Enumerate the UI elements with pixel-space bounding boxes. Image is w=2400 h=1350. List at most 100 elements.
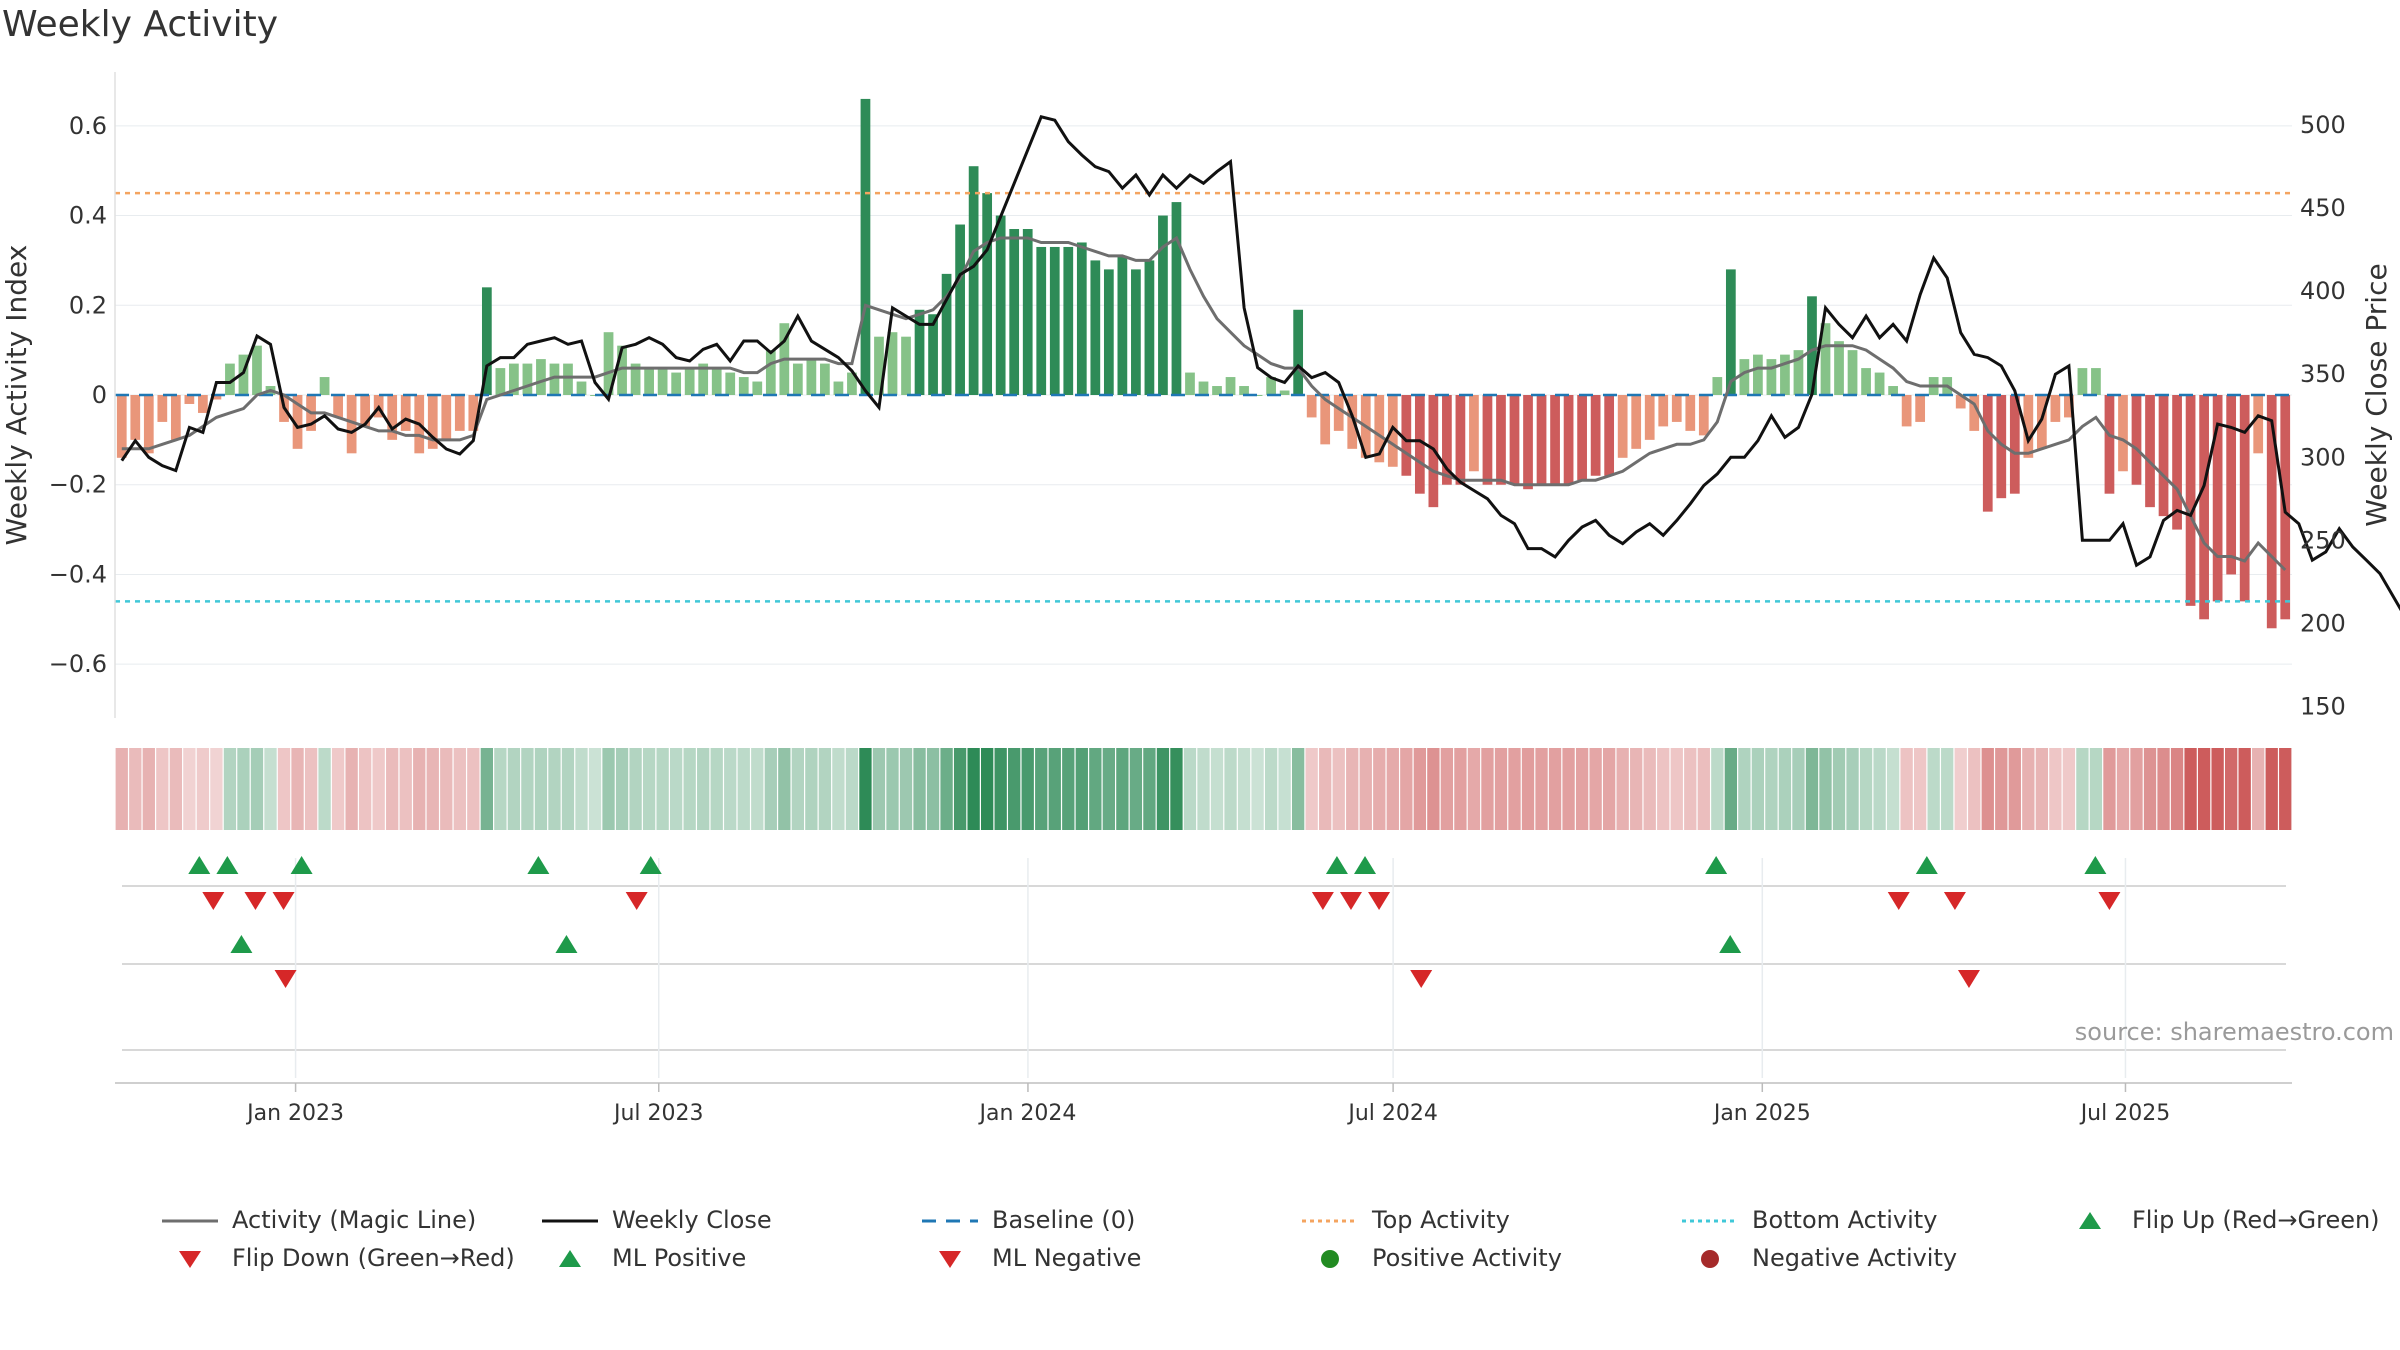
y2-axis-label: Weekly Close Price	[2360, 263, 2393, 526]
activity-bar	[563, 363, 573, 395]
activity-bar	[441, 395, 452, 440]
strip-cell	[899, 748, 913, 830]
y-tick-label: 0.4	[69, 202, 107, 230]
strip-cell	[1467, 748, 1481, 830]
activity-bar	[1293, 309, 1304, 395]
flip-down-marker	[244, 892, 267, 910]
activity-bar	[1009, 229, 1020, 395]
y-tick-label: 0.2	[69, 291, 107, 319]
flip-up-marker	[527, 856, 550, 874]
activity-bar	[2266, 395, 2277, 629]
activity-bar	[887, 332, 898, 395]
activity-bar	[2064, 395, 2074, 418]
activity-bar	[2050, 395, 2061, 422]
strip-cell	[1102, 748, 1116, 830]
activity-bar	[1185, 372, 1195, 395]
activity-bar	[1496, 395, 1506, 485]
activity-bar	[1820, 323, 1831, 395]
strip-cell	[1711, 748, 1724, 830]
strip-cell	[805, 748, 818, 830]
legend-symbol-icon	[2079, 1212, 2101, 1229]
activity-bar	[346, 395, 357, 454]
strip-cell	[1454, 748, 1467, 830]
activity-bar	[1076, 242, 1087, 395]
activity-bar	[157, 395, 168, 422]
strip-cell	[886, 748, 899, 830]
legend-label: Top Activity	[1372, 1206, 1510, 1234]
activity-bar	[184, 395, 195, 404]
activity-bar	[711, 368, 722, 395]
strip-cell	[1359, 748, 1372, 830]
activity-bar	[914, 309, 925, 395]
strip-cell	[656, 748, 669, 830]
strip-cell	[1913, 748, 1927, 830]
strip-cell	[1954, 748, 1967, 830]
legend-symbol-icon	[1302, 1219, 1358, 1223]
activity-bar	[765, 350, 776, 395]
activity-bar	[684, 368, 695, 395]
activity-bar	[1131, 269, 1141, 395]
activity-bar	[1333, 395, 1344, 431]
strip-cell	[1832, 748, 1846, 830]
y2-tick-label: 250	[2300, 526, 2346, 554]
activity-bar	[400, 395, 411, 431]
strip-cell	[1251, 748, 1264, 830]
strip-cell	[2265, 748, 2278, 830]
x-tick-label: Jul 2025	[2079, 1101, 2171, 1126]
activity-bar	[130, 395, 141, 440]
strip-cell	[1440, 748, 1454, 830]
strip-cell	[1778, 748, 1792, 830]
strip-cell	[1129, 748, 1143, 830]
activity-bar	[1401, 395, 1412, 476]
strip-cell	[1494, 748, 1508, 830]
activity-bar	[360, 395, 371, 427]
activity-bar	[1455, 395, 1466, 485]
strip-cell	[1792, 748, 1805, 830]
ml-positive-marker	[230, 935, 253, 953]
activity-bar	[968, 166, 979, 395]
y2-tick-label: 150	[2300, 692, 2346, 720]
strip-cell	[1224, 748, 1237, 830]
strip-cell	[642, 748, 656, 830]
flip-up-marker	[216, 856, 239, 874]
activity-bar	[671, 372, 682, 395]
legend-item: Flip Up (Red→Green)	[2060, 1206, 2380, 1234]
flip-up-marker	[2084, 856, 2107, 874]
strip-cell	[1170, 748, 1183, 830]
activity-bar	[2226, 395, 2237, 575]
activity-bar	[860, 98, 871, 396]
legend-symbol-icon	[1682, 1219, 1738, 1223]
activity-bar	[1982, 395, 1993, 512]
legend-item: Baseline (0)	[920, 1206, 1135, 1234]
strip-cell	[845, 748, 859, 830]
strip-cell	[358, 748, 372, 830]
strip-cell	[1400, 748, 1413, 830]
legend-label: Positive Activity	[1372, 1244, 1562, 1272]
strip-cell	[2076, 748, 2089, 830]
strip-cell	[832, 748, 845, 830]
y2-tick-label: 450	[2300, 194, 2346, 222]
ml-positive-marker	[1719, 935, 1742, 953]
activity-bar	[1563, 395, 1574, 485]
activity-bar	[1049, 246, 1060, 395]
activity-bar	[1266, 377, 1276, 395]
strip-cell	[2130, 748, 2143, 830]
strip-cell	[250, 748, 264, 830]
activity-bar	[1279, 390, 1290, 395]
legend-symbol-icon	[1321, 1250, 1339, 1268]
activity-bar	[198, 395, 208, 413]
strip-cell	[277, 748, 291, 830]
activity-bar	[1725, 269, 1736, 395]
activity-bar	[1252, 395, 1263, 396]
activity-bar	[617, 345, 627, 395]
activity-bar	[1631, 395, 1642, 449]
activity-bar	[454, 395, 465, 431]
activity-bar	[752, 381, 763, 395]
activity-bar	[319, 377, 330, 395]
legend-item: ML Negative	[920, 1244, 1141, 1272]
activity-bar	[1888, 386, 1898, 395]
strip-cell	[629, 748, 642, 830]
activity-bar	[387, 395, 398, 440]
y-tick-label: −0.4	[49, 560, 107, 588]
strip-cell	[940, 748, 953, 830]
